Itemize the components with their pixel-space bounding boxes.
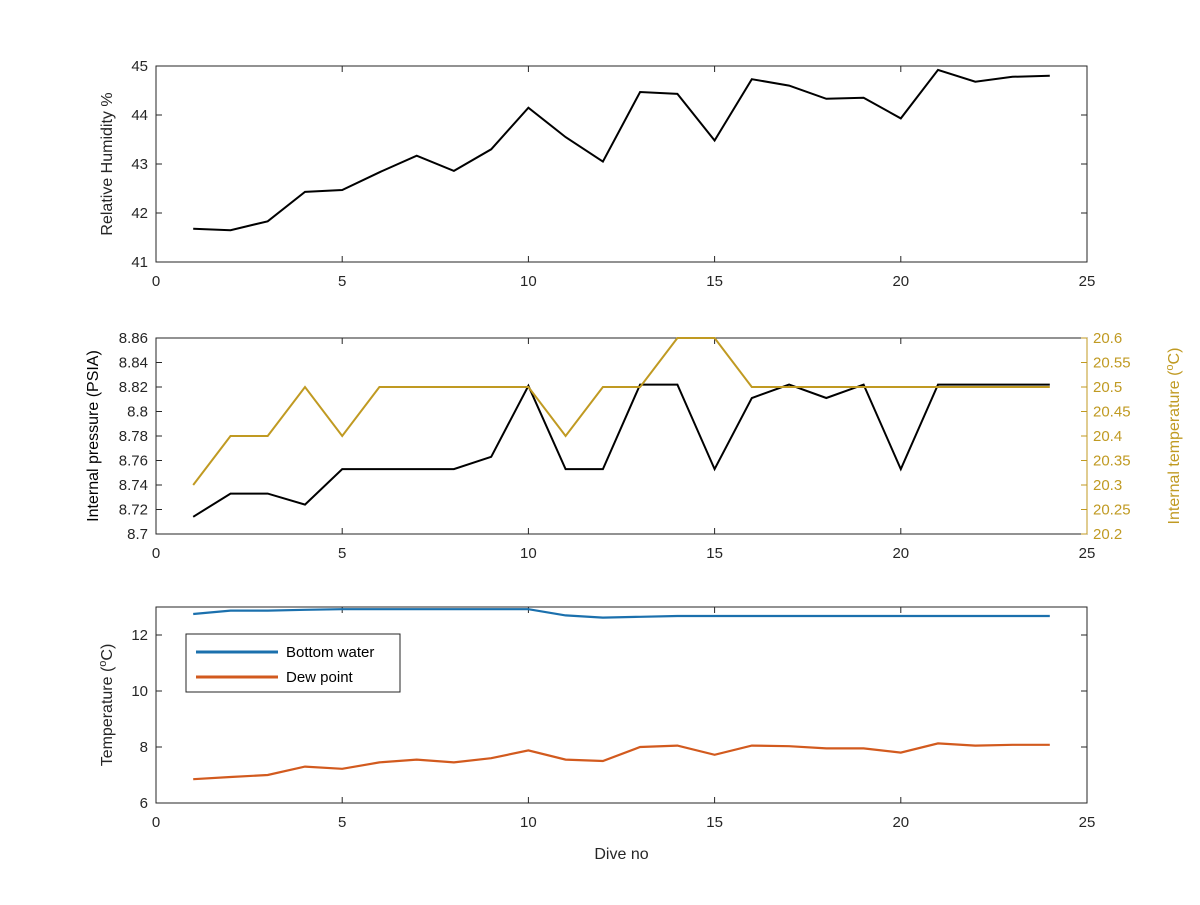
x-tick-label: 15 [706,545,723,562]
y-tick-label: 42 [131,205,148,222]
x-tick-label: 5 [338,273,346,290]
y-axis-label: Relative Humidity % [99,92,116,235]
series-line-1 [192,383,1050,518]
y-tick-label: 8 [140,739,148,756]
y-tick-label: 8.84 [119,355,148,372]
y-tick-label: 8.7 [127,526,148,543]
y-right-tick-label: 20.3 [1093,477,1122,494]
y-tick-label: 8.74 [119,477,148,494]
subplot-1: 0 5 10 15 20 25 41 42 43 44 45 Relative Humidity % [99,58,1095,290]
subplot-3: 0 5 10 15 20 25 6 8 10 12 Temperature (oC) Dive no B… [97,606,1096,863]
x-tick-label: 25 [1079,273,1096,290]
x-tick-label: 5 [338,814,346,831]
x-tick-label: 25 [1079,814,1096,831]
legend: Bottom water Dew point [185,633,401,693]
x-axis-label: Dive no [594,846,648,863]
x-tick-label: 0 [152,545,160,562]
plot-area [155,337,1088,535]
y-right-axis-label: Internal temperature (oC) [1164,348,1183,525]
y-right-tick-label: 20.2 [1093,526,1122,543]
y-tick-label: 8.76 [119,453,148,470]
y-axis-label: Internal pressure (PSIA) [85,350,102,522]
x-tick-label: 10 [520,814,537,831]
x-tick-label: 10 [520,545,537,562]
y-tick-label: 6 [140,795,148,812]
x-tick-label: 0 [152,814,160,831]
x-tick-label: 25 [1079,545,1096,562]
series-line-dew-point [193,742,1050,781]
y-tick-label: 8.78 [119,428,148,445]
x-tick-label: 15 [706,814,723,831]
x-tick-label: 5 [338,545,346,562]
y-right-tick-label: 20.35 [1093,453,1131,470]
y-right-tick-label: 20.45 [1093,404,1131,421]
series-line-2 [192,337,1050,486]
plot-area [155,65,1088,263]
legend-label: Dew point [286,669,354,686]
x-tick-label: 0 [152,273,160,290]
series-line-bottom-water [193,608,1050,619]
legend-box [185,633,401,693]
y-tick-label: 41 [131,254,148,271]
x-tick-label: 10 [520,273,537,290]
y-right-tick-label: 20.6 [1093,330,1122,347]
y-tick-label: 8.72 [119,502,148,519]
y-right-tick-label: 20.5 [1093,379,1122,396]
y-right-tick-label: 20.55 [1093,355,1131,372]
x-tick-label: 15 [706,273,723,290]
y-right-tick-label: 20.4 [1093,428,1122,445]
x-tick-label: 20 [892,545,909,562]
y-tick-label: 8.86 [119,330,148,347]
x-tick-label: 20 [892,814,909,831]
x-tick-label: 20 [892,273,909,290]
y-right-tick-label: 20.25 [1093,502,1131,519]
legend-label: Bottom water [286,644,374,661]
subplot-2: 0 5 10 15 20 25 8.7 8.72 8.74 8.76 8.78 8.8 8.82 8.84… [85,330,1183,562]
y-tick-label: 43 [131,156,148,173]
y-tick-label: 45 [131,58,148,75]
y-tick-label: 44 [131,107,148,124]
y-tick-label: 12 [131,627,148,644]
y-axis-label: Temperature (oC) [97,644,116,767]
y-tick-label: 8.8 [127,404,148,421]
y-tick-label: 10 [131,683,148,700]
y-tick-label: 8.82 [119,379,148,396]
series-line-1 [193,68,1050,232]
